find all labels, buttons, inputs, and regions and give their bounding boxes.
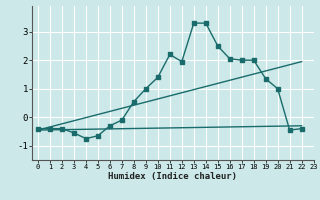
X-axis label: Humidex (Indice chaleur): Humidex (Indice chaleur): [108, 172, 237, 181]
